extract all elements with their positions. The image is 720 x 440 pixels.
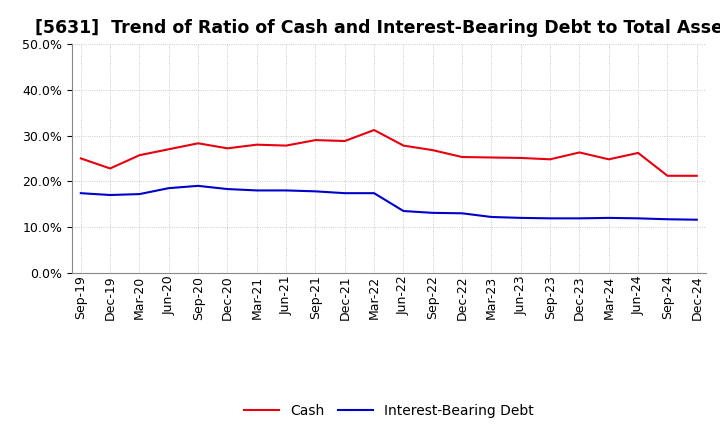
- Interest-Bearing Debt: [106, 192, 114, 198]
- Cash: [546, 157, 554, 162]
- Interest-Bearing Debt: [164, 186, 173, 191]
- Cash: [399, 143, 408, 148]
- Title: [5631]  Trend of Ratio of Cash and Interest-Bearing Debt to Total Assets: [5631] Trend of Ratio of Cash and Intere…: [35, 19, 720, 37]
- Cash: [663, 173, 672, 179]
- Cash: [282, 143, 290, 148]
- Interest-Bearing Debt: [605, 215, 613, 220]
- Cash: [223, 146, 232, 151]
- Interest-Bearing Debt: [693, 217, 701, 222]
- Interest-Bearing Debt: [370, 191, 379, 196]
- Cash: [311, 137, 320, 143]
- Cash: [693, 173, 701, 179]
- Interest-Bearing Debt: [135, 191, 144, 197]
- Legend: Cash, Interest-Bearing Debt: Cash, Interest-Bearing Debt: [238, 399, 539, 424]
- Line: Interest-Bearing Debt: Interest-Bearing Debt: [81, 186, 697, 220]
- Cash: [106, 166, 114, 171]
- Cash: [575, 150, 584, 155]
- Cash: [194, 141, 202, 146]
- Cash: [253, 142, 261, 147]
- Interest-Bearing Debt: [428, 210, 437, 216]
- Interest-Bearing Debt: [575, 216, 584, 221]
- Interest-Bearing Debt: [487, 214, 496, 220]
- Cash: [341, 138, 349, 143]
- Interest-Bearing Debt: [194, 183, 202, 188]
- Interest-Bearing Debt: [76, 191, 85, 196]
- Cash: [605, 157, 613, 162]
- Cash: [516, 155, 525, 161]
- Interest-Bearing Debt: [663, 216, 672, 222]
- Interest-Bearing Debt: [399, 209, 408, 214]
- Interest-Bearing Debt: [253, 188, 261, 193]
- Interest-Bearing Debt: [223, 187, 232, 192]
- Cash: [370, 128, 379, 133]
- Interest-Bearing Debt: [311, 189, 320, 194]
- Interest-Bearing Debt: [282, 188, 290, 193]
- Cash: [76, 156, 85, 161]
- Cash: [135, 153, 144, 158]
- Interest-Bearing Debt: [341, 191, 349, 196]
- Cash: [634, 150, 642, 156]
- Line: Cash: Cash: [81, 130, 697, 176]
- Cash: [458, 154, 467, 160]
- Interest-Bearing Debt: [458, 211, 467, 216]
- Interest-Bearing Debt: [516, 215, 525, 220]
- Cash: [164, 147, 173, 152]
- Cash: [487, 155, 496, 160]
- Interest-Bearing Debt: [546, 216, 554, 221]
- Cash: [428, 147, 437, 153]
- Interest-Bearing Debt: [634, 216, 642, 221]
